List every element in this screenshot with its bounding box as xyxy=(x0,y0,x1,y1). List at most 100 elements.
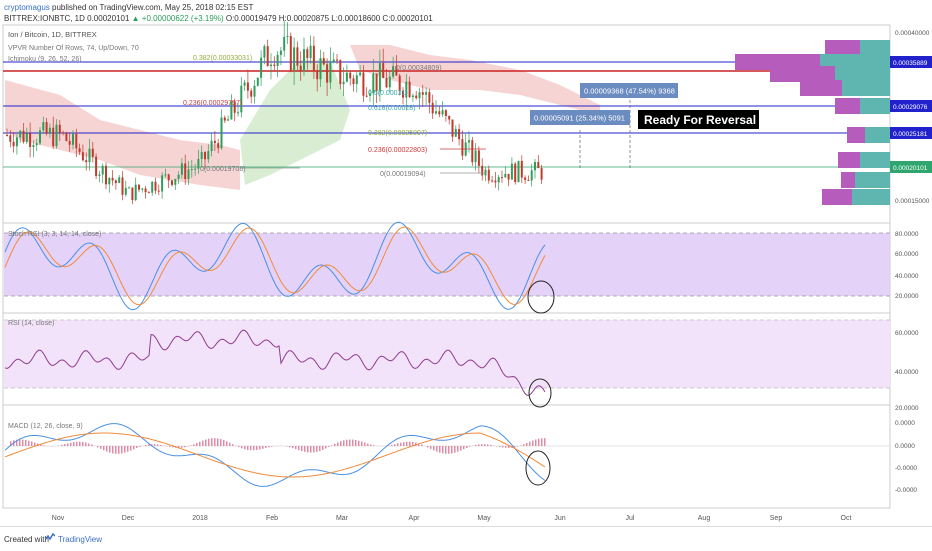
candle-body xyxy=(115,180,117,183)
candle-body xyxy=(105,166,107,184)
macd-hist-bar xyxy=(220,439,222,446)
vp-bar-down xyxy=(838,152,860,168)
candle-body xyxy=(511,164,513,180)
tradingview-link[interactable]: TradingView xyxy=(58,535,102,544)
macd-hist-bar xyxy=(118,446,120,454)
candle-body xyxy=(320,58,322,79)
candle-body xyxy=(95,157,97,176)
candle-body xyxy=(171,180,173,184)
candle-body xyxy=(376,74,378,92)
candle-body xyxy=(283,37,285,51)
candle-body xyxy=(131,188,133,201)
candle-body xyxy=(343,82,345,84)
macd-hist-bar xyxy=(184,446,186,447)
macd-hist-bar xyxy=(520,445,522,446)
macd-hist-bar xyxy=(346,440,348,446)
macd-hist-bar xyxy=(295,446,297,449)
macd-hist-bar xyxy=(409,442,411,446)
candle-body xyxy=(471,140,473,162)
candle-body xyxy=(478,150,480,166)
candle-body xyxy=(128,188,130,189)
candle-body xyxy=(244,83,246,86)
candle-body xyxy=(290,36,292,70)
macd-hist-bar xyxy=(334,444,336,446)
candle-body xyxy=(415,96,417,99)
candle-body xyxy=(141,188,143,189)
macd-hist-bar xyxy=(127,446,129,452)
price-badge-text: 0.00029076 xyxy=(893,104,928,111)
vp-bar-up xyxy=(852,189,890,205)
time-label: Jun xyxy=(554,515,565,522)
macd-hist-bar xyxy=(130,446,132,451)
candle-body xyxy=(270,65,272,66)
candle-body xyxy=(323,58,325,64)
candle-body xyxy=(326,64,328,82)
candle-body xyxy=(260,58,262,78)
candle-body xyxy=(49,128,51,134)
candle-body xyxy=(148,192,150,193)
macd-hist-bar xyxy=(226,441,228,446)
candle-body xyxy=(75,134,77,148)
macd-hist-bar xyxy=(499,446,501,447)
tradingview-logo-icon xyxy=(45,533,55,543)
chart-canvas[interactable]: 0.382(0.00033031) 0.236(0.00029757) 0(0.… xyxy=(0,0,932,526)
macd-hist-bar xyxy=(505,446,507,448)
candle-body xyxy=(56,125,58,146)
macd-hist-bar xyxy=(61,445,63,446)
macd-hist-bar xyxy=(355,440,357,446)
candle-body xyxy=(442,110,444,114)
candle-body xyxy=(89,149,91,162)
macd-hist-bar xyxy=(289,446,291,447)
time-label: Jul xyxy=(626,515,635,522)
candle-body xyxy=(485,170,487,176)
macd-hist-bar xyxy=(43,445,45,446)
macd-tick-3: -0.0000 xyxy=(895,465,917,472)
candle-body xyxy=(201,152,203,159)
macd-hist-bar xyxy=(481,444,483,446)
candle-body xyxy=(504,174,506,177)
macd-hist-bar xyxy=(199,442,201,446)
macd-hist-bar xyxy=(70,443,72,446)
rsi-band xyxy=(4,320,890,388)
macd-hist-bar xyxy=(91,445,93,446)
candle-body xyxy=(508,174,510,180)
macd-hist-bar xyxy=(115,446,117,454)
vp-bar-down xyxy=(800,80,842,96)
macd-tick-1: 0.0000 xyxy=(895,420,915,427)
macd-hist-bar xyxy=(247,446,249,450)
macd-hist-bar xyxy=(145,445,147,446)
macd-pane[interactable] xyxy=(3,405,890,508)
macd-circle xyxy=(526,451,550,485)
macd-hist-bar xyxy=(232,444,234,446)
candle-body xyxy=(194,169,196,170)
candle-body xyxy=(313,46,315,70)
rsi-label: RSI (14, close) xyxy=(8,320,54,327)
candle-body xyxy=(448,116,450,119)
price-label-bottom: 0.00015000 xyxy=(895,198,930,205)
vp-bar-down xyxy=(770,66,835,82)
macd-hist-bar xyxy=(100,446,102,449)
candle-body xyxy=(428,92,430,103)
macd-hist-bar xyxy=(340,441,342,446)
candle-body xyxy=(59,125,61,133)
candle-body xyxy=(217,143,219,148)
macd-hist-bar xyxy=(313,446,315,452)
time-label: Mar xyxy=(336,515,349,522)
candle-body xyxy=(514,164,516,182)
candle-body xyxy=(118,177,120,183)
macd-hist-bar xyxy=(271,446,273,447)
time-label: Dec xyxy=(122,515,135,522)
macd-hist-bar xyxy=(454,446,456,453)
macd-hist-bar xyxy=(88,443,90,446)
candle-body xyxy=(207,151,209,159)
macd-hist-bar xyxy=(394,444,396,446)
macd-hist-bar xyxy=(253,446,255,450)
candle-body xyxy=(498,177,500,182)
macd-hist-bar xyxy=(439,446,441,453)
macd-hist-bar xyxy=(397,443,399,446)
stoch-tick-60: 60.0000 xyxy=(895,251,919,258)
candle-body xyxy=(277,55,279,66)
macd-hist-bar xyxy=(523,444,525,446)
macd-hist-bar xyxy=(325,446,327,449)
